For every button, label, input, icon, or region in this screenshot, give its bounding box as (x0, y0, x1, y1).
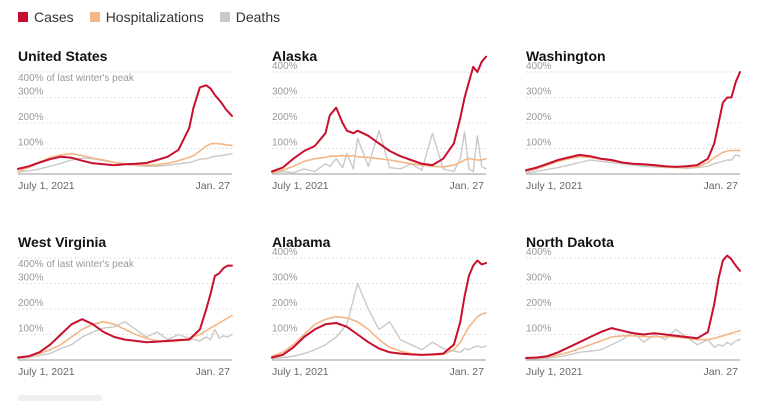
y-tick-label-200: 200% (272, 112, 298, 123)
series-line-deaths-alaska (271, 129, 487, 174)
series-line-cases-north-dakota (525, 254, 741, 359)
chart-title-alabama: Alabama (272, 234, 331, 250)
y-tick-label-200: 200% (272, 298, 298, 309)
x-tick-label-start: July 1, 2021 (18, 366, 75, 378)
legend-swatch-hospitalizations (89, 12, 100, 22)
y-tick-label-100: 100% (18, 324, 44, 335)
series-line-deaths-alabama (271, 282, 487, 360)
y-tick-label-300: 300% (526, 87, 552, 98)
x-tick-label-start: July 1, 2021 (272, 180, 329, 192)
chart-alaska: Alaska 100% 200% 300% 400% July 1, 2021 Jan. 2… (271, 48, 487, 192)
legend-swatch-deaths (219, 12, 230, 22)
y-tick-label-300: 300% (272, 87, 298, 98)
chart-united-states: United States 400% of last winter's peak 1… (17, 48, 233, 192)
scroll-hint-bar (18, 395, 102, 401)
series-line-cases-united-states (17, 84, 233, 170)
series-line-deaths-west-virginia (17, 321, 233, 360)
y-tick-label-300: 300% (526, 273, 552, 284)
legend-swatch-cases (18, 12, 28, 22)
y-tick-label-400: 400% (272, 247, 298, 258)
y-tick-label-200: 200% (526, 298, 552, 309)
chart-title-alaska: Alaska (272, 48, 317, 64)
chart-subtitle-united-states: 400% of last winter's peak (18, 73, 135, 84)
x-tick-label-start: July 1, 2021 (526, 180, 583, 192)
chart-washington: Washington 100% 200% 300% 400% July 1, 2021 Ja… (525, 48, 741, 192)
y-tick-label-100: 100% (526, 324, 552, 335)
y-tick-label-100: 100% (272, 138, 298, 149)
legend-item-cases: Cases (18, 9, 74, 25)
y-tick-label-200: 200% (18, 112, 44, 123)
y-tick-label-400: 400% (526, 61, 552, 72)
chart-alabama: Alabama 100% 200% 300% 400% July 1, 2021 Jan. … (271, 234, 487, 378)
x-tick-label-end: Jan. 27 (450, 366, 485, 378)
x-tick-label-end: Jan. 27 (704, 366, 739, 378)
y-tick-label-400: 400% (272, 61, 298, 72)
legend-item-deaths: Deaths (219, 9, 281, 25)
y-tick-label-200: 200% (526, 112, 552, 123)
legend-label-deaths: Deaths (235, 9, 281, 25)
x-tick-label-end: Jan. 27 (450, 180, 485, 192)
chart-title-washington: Washington (526, 48, 606, 64)
x-tick-label-start: July 1, 2021 (272, 366, 329, 378)
y-tick-label-300: 300% (18, 273, 44, 284)
legend: Cases Hospitalizations Deaths (18, 9, 280, 25)
x-tick-label-end: Jan. 27 (196, 366, 231, 378)
y-tick-label-300: 300% (18, 87, 44, 98)
chart-title-west-virginia: West Virginia (18, 234, 106, 250)
series-line-cases-alaska (271, 55, 487, 173)
series-line-hospitalizations-alabama (271, 312, 487, 357)
series-line-deaths-north-dakota (525, 328, 741, 360)
y-tick-label-100: 100% (272, 324, 298, 335)
legend-label-hospitalizations: Hospitalizations (105, 9, 204, 25)
legend-label-cases: Cases (34, 9, 74, 25)
x-tick-label-end: Jan. 27 (704, 180, 739, 192)
y-tick-label-200: 200% (18, 298, 44, 309)
y-tick-label-400: 400% (526, 247, 552, 258)
series-line-cases-west-virginia (17, 264, 233, 359)
y-tick-label-100: 100% (18, 138, 44, 149)
x-tick-label-start: July 1, 2021 (526, 366, 583, 378)
series-line-cases-washington (525, 71, 741, 172)
y-tick-label-100: 100% (526, 138, 552, 149)
legend-item-hospitalizations: Hospitalizations (89, 9, 204, 25)
series-line-hospitalizations-united-states (17, 142, 233, 173)
series-line-cases-alabama (271, 259, 487, 359)
chart-north-dakota: North Dakota 100% 200% 300% 400% July 1, 2021… (525, 234, 741, 378)
series-line-deaths-washington (525, 154, 741, 174)
chart-west-virginia: West Virginia 400% of last winter's peak 1… (17, 234, 233, 378)
chart-title-united-states: United States (18, 48, 108, 64)
chart-subtitle-west-virginia: 400% of last winter's peak (18, 259, 135, 270)
x-tick-label-end: Jan. 27 (196, 180, 231, 192)
series-line-hospitalizations-north-dakota (525, 329, 741, 360)
chart-title-north-dakota: North Dakota (526, 234, 614, 250)
x-tick-label-start: July 1, 2021 (18, 180, 75, 192)
y-tick-label-300: 300% (272, 273, 298, 284)
series-line-hospitalizations-west-virginia (17, 314, 233, 359)
series-line-deaths-united-states (17, 152, 233, 173)
series-line-hospitalizations-alaska (271, 154, 487, 174)
